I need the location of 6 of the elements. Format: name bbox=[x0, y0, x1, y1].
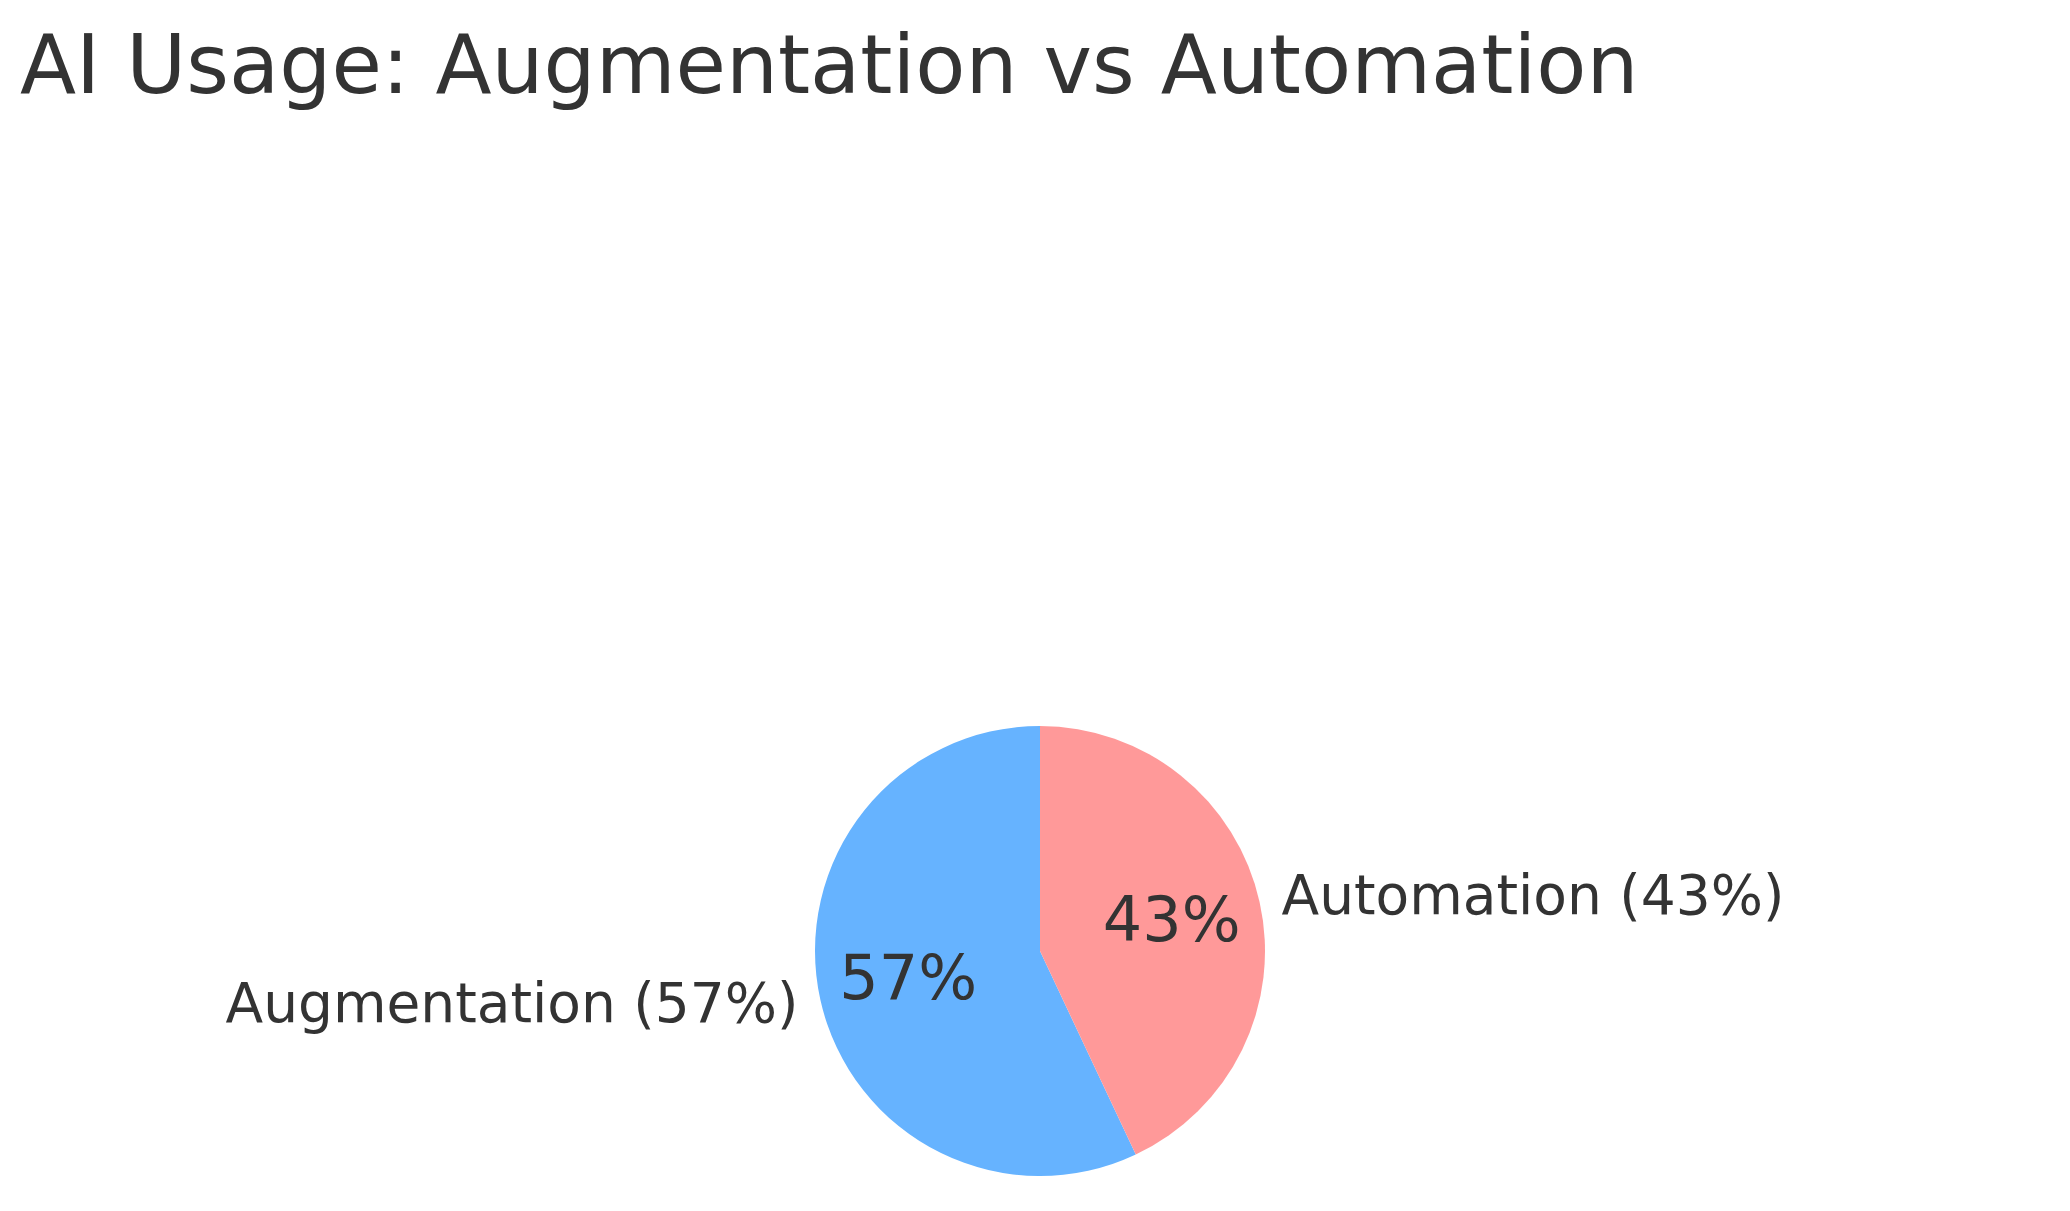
chart-title: AI Usage: Augmentation vs Automation bbox=[20, 17, 1639, 112]
data-label: 43% bbox=[1102, 882, 1241, 956]
slice-label: Automation (43%) bbox=[1281, 863, 1785, 928]
pie-slice bbox=[1040, 726, 1265, 1155]
slice-label: Augmentation (57%) bbox=[225, 970, 799, 1035]
data-label: 57% bbox=[839, 941, 978, 1015]
